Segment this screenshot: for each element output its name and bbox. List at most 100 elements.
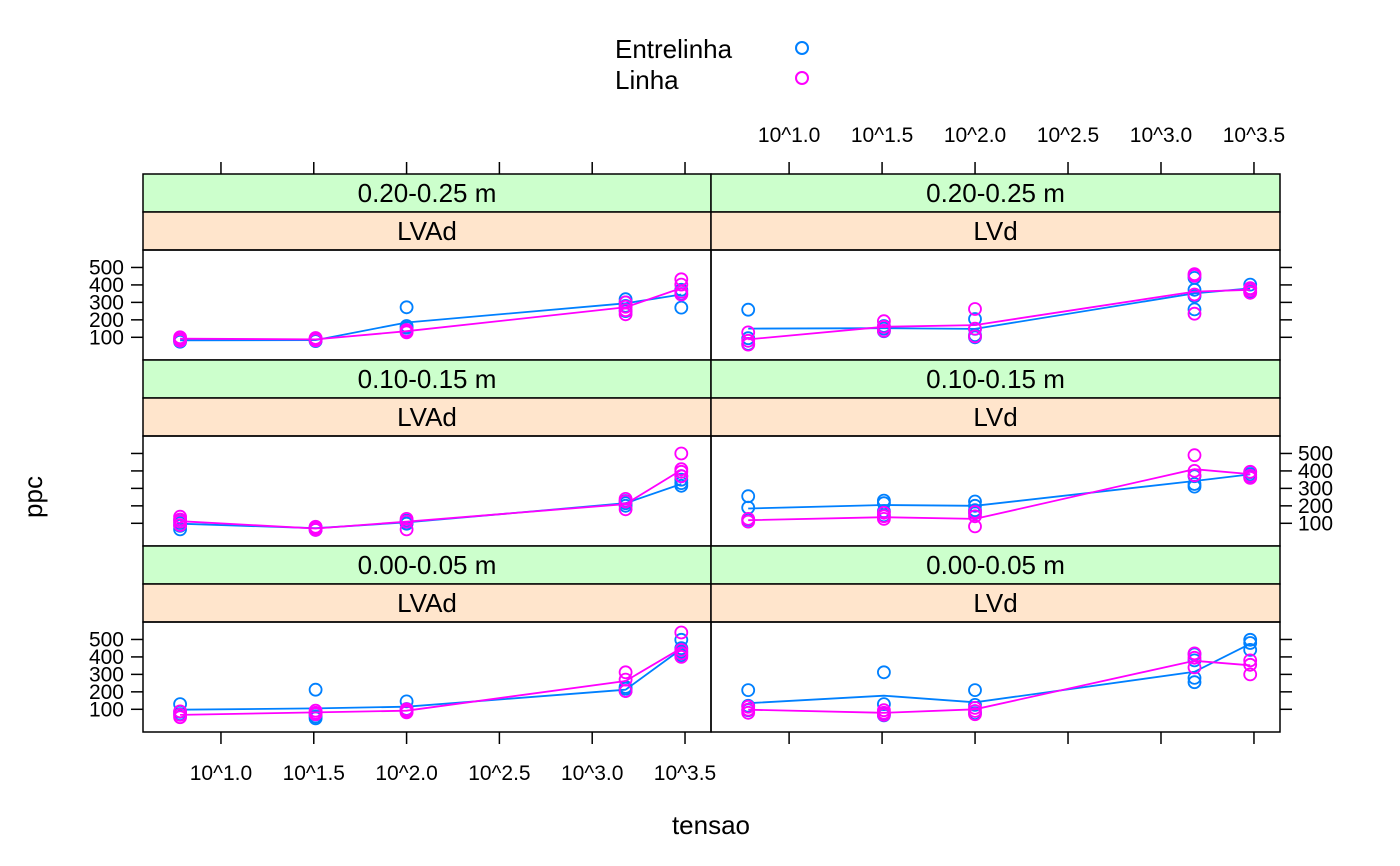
data-point-linha bbox=[1187, 448, 1202, 463]
data-point-linha bbox=[1187, 463, 1202, 478]
data-point-linha bbox=[877, 703, 891, 718]
strip-soil bbox=[710, 211, 1281, 251]
data-point-linha bbox=[741, 333, 756, 348]
data-point-entrelinha bbox=[674, 300, 689, 315]
data-point-linha bbox=[1187, 287, 1202, 302]
x-tick-label: 10^1.0 bbox=[190, 762, 252, 785]
data-point-entrelinha bbox=[1187, 302, 1202, 317]
y-tick-label: 300 bbox=[89, 291, 124, 314]
panels: 0.20-0.25 m LVAd 0.20-0.25 m LVd 0.10-0.15 m… bbox=[142, 173, 1281, 733]
data-point-linha bbox=[1187, 646, 1202, 661]
data-point-entrelinha bbox=[968, 498, 982, 513]
series-line-entrelinha bbox=[748, 473, 1251, 510]
data-point-linha bbox=[674, 462, 689, 477]
x-tick-label: 10^2.0 bbox=[944, 124, 1006, 147]
strip-soil-label: LVd bbox=[973, 216, 1017, 246]
legend-symbol-entrelinha bbox=[795, 41, 809, 55]
x-tick-label: 10^1.0 bbox=[758, 124, 820, 147]
data-point-linha bbox=[1187, 267, 1202, 282]
y-tick-label: 300 bbox=[1298, 477, 1333, 500]
data-point-linha bbox=[674, 469, 689, 484]
data-point-linha bbox=[1243, 667, 1258, 682]
data-point-linha bbox=[674, 446, 689, 461]
x-axis-label: tensao bbox=[672, 810, 750, 840]
data-point-entrelinha bbox=[308, 682, 323, 697]
data-point-linha bbox=[308, 331, 323, 345]
x-tick-label: 10^1.5 bbox=[851, 124, 913, 147]
data-point-linha bbox=[968, 329, 982, 344]
panel-0-20-0-25-m-lvad: 0.20-0.25 m LVAd bbox=[142, 173, 712, 361]
y-axis-label: ppc bbox=[18, 476, 48, 518]
y-tick-label: 100 bbox=[89, 698, 124, 721]
data-point-linha bbox=[399, 512, 414, 526]
strip-depth-label: 0.00-0.05 m bbox=[926, 550, 1065, 580]
strip-depth-label: 0.20-0.25 m bbox=[358, 178, 497, 208]
strip-depth-label: 0.10-0.15 m bbox=[358, 364, 497, 394]
data-point-entrelinha bbox=[741, 489, 756, 504]
data-point-entrelinha bbox=[741, 302, 756, 317]
data-point-entrelinha bbox=[674, 632, 689, 647]
data-point-linha bbox=[173, 509, 188, 524]
data-point-linha bbox=[674, 272, 689, 287]
legend-label-entrelinha: Entrelinha bbox=[615, 34, 733, 64]
panel-frame bbox=[142, 621, 712, 733]
data-point-linha bbox=[1243, 464, 1258, 479]
panel-0-10-0-15-m-lvd: 0.10-0.15 m LVd bbox=[710, 359, 1281, 547]
panel-frame bbox=[142, 435, 712, 547]
data-point-linha bbox=[618, 502, 633, 517]
x-tick-label: 10^1.5 bbox=[283, 762, 345, 785]
y-tick-label: 200 bbox=[89, 681, 124, 704]
data-point-linha bbox=[618, 491, 633, 506]
x-tick-label: 10^2.5 bbox=[1037, 124, 1099, 147]
data-point-linha bbox=[173, 708, 188, 722]
data-point-linha bbox=[1187, 660, 1202, 675]
data-point-linha bbox=[674, 643, 689, 657]
data-point-entrelinha bbox=[173, 697, 188, 711]
strip-soil bbox=[710, 583, 1281, 623]
data-point-entrelinha bbox=[968, 683, 982, 697]
x-tick-label: 10^2.5 bbox=[468, 762, 530, 785]
strip-depth-label: 0.20-0.25 m bbox=[926, 178, 1065, 208]
series-line-linha bbox=[748, 659, 1251, 714]
y-tick-label: 500 bbox=[1298, 442, 1333, 465]
y-tick-label: 500 bbox=[89, 256, 124, 279]
data-point-entrelinha bbox=[1243, 632, 1258, 647]
strip-soil-label: LVAd bbox=[397, 216, 457, 246]
data-point-entrelinha bbox=[399, 300, 414, 315]
data-point-linha bbox=[1243, 468, 1258, 483]
data-point-linha bbox=[877, 509, 891, 524]
data-point-linha bbox=[1187, 306, 1202, 321]
series-line-linha bbox=[180, 469, 682, 530]
data-point-entrelinha bbox=[968, 494, 982, 509]
data-point-linha bbox=[1187, 650, 1202, 665]
x-tick-label: 10^3.5 bbox=[654, 762, 716, 785]
data-point-linha bbox=[399, 702, 414, 717]
panel-0-20-0-25-m-lvd: 0.20-0.25 m LVd bbox=[710, 173, 1281, 361]
panel-0-10-0-15-m-lvad: 0.10-0.15 m LVAd bbox=[142, 359, 712, 547]
data-point-linha bbox=[308, 519, 323, 534]
legend-symbol-linha bbox=[795, 71, 809, 85]
panel-0-00-0-05-m-lvd: 0.00-0.05 m LVd bbox=[710, 545, 1281, 733]
y-tick-label: 100 bbox=[1298, 512, 1333, 535]
data-point-linha bbox=[877, 314, 891, 329]
x-tick-label: 10^3.0 bbox=[1130, 124, 1192, 147]
legend: Entrelinha Linha bbox=[615, 34, 809, 95]
y-tick-label: 500 bbox=[89, 628, 124, 651]
data-point-linha bbox=[877, 319, 891, 334]
axes: 1002003004005001002003004005001002003004… bbox=[89, 124, 1333, 785]
data-point-linha bbox=[968, 302, 982, 316]
x-tick-label: 10^3.5 bbox=[1223, 124, 1285, 147]
data-point-linha bbox=[968, 701, 982, 715]
data-point-linha bbox=[1187, 468, 1202, 483]
strip-depth-label: 0.00-0.05 m bbox=[358, 550, 497, 580]
data-point-entrelinha bbox=[1243, 643, 1258, 657]
series-line-linha bbox=[180, 647, 682, 716]
y-tick-label: 400 bbox=[89, 274, 124, 297]
data-point-entrelinha bbox=[1187, 477, 1202, 491]
strip-soil bbox=[142, 211, 712, 251]
data-point-linha bbox=[968, 505, 982, 519]
data-point-linha bbox=[968, 321, 982, 336]
data-point-entrelinha bbox=[1187, 671, 1202, 685]
data-point-linha bbox=[674, 646, 689, 661]
